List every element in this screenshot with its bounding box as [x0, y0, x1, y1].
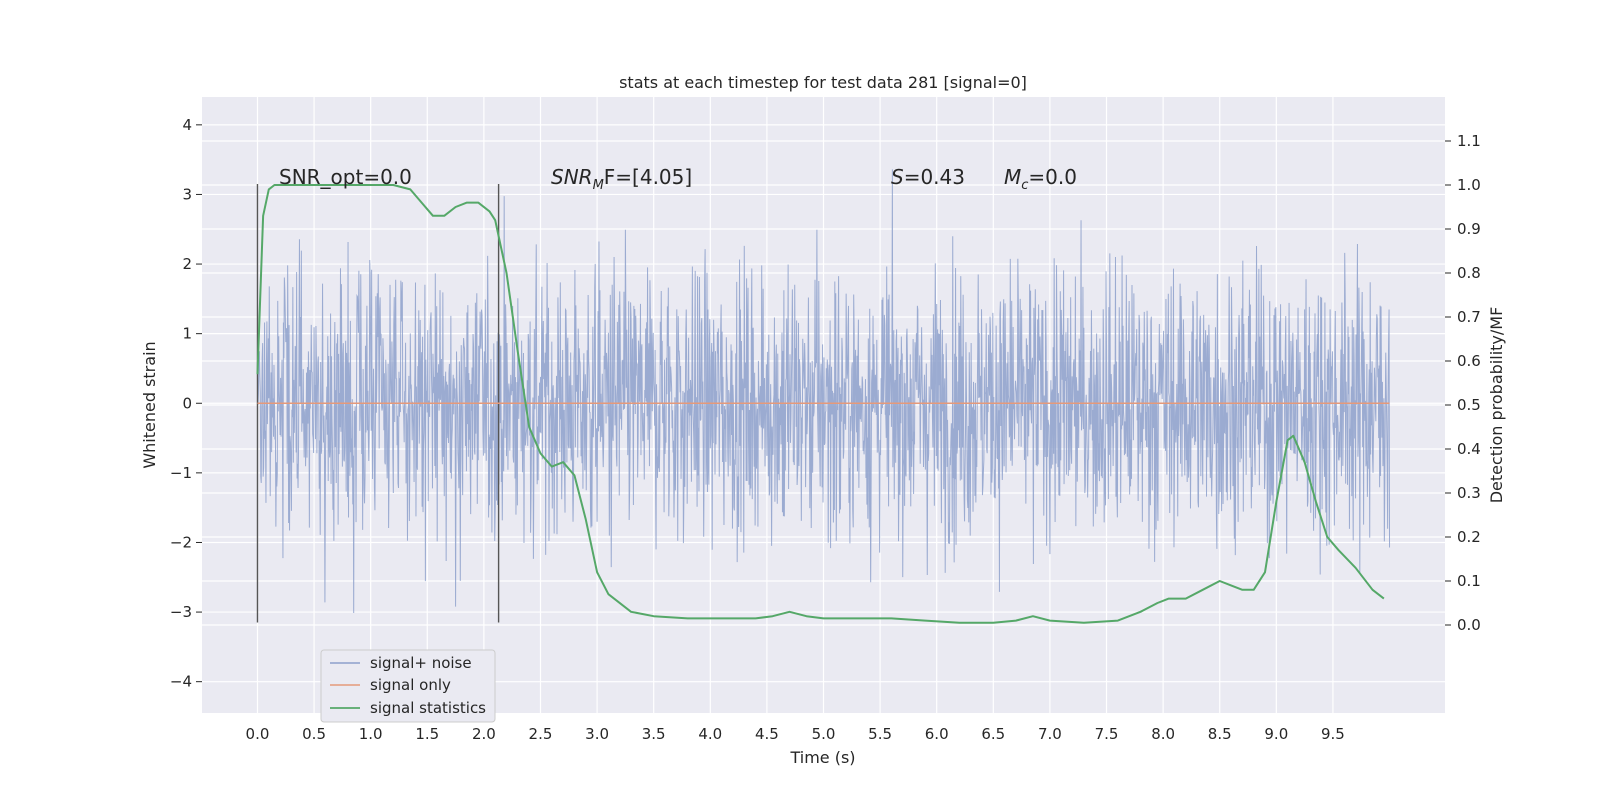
mc-annotation: Mc=0.0: [1004, 165, 1077, 193]
snr-mf-prefix: SNR: [551, 165, 593, 189]
y-tick-label-left: 1: [182, 325, 192, 343]
y-tick-label-right: 0.2: [1457, 528, 1481, 546]
y-tick-label-left: −3: [170, 603, 192, 621]
y-tick-label-left: 3: [182, 185, 192, 203]
x-tick-label: 2.5: [529, 725, 553, 743]
y-tick-label-left: 2: [182, 255, 192, 273]
x-tick-label: 9.0: [1264, 725, 1288, 743]
y-tick-label-right: 1.1: [1457, 132, 1481, 150]
x-tick-label: 1.0: [359, 725, 383, 743]
x-axis-ticks: 0.0 0.5 1.0 1.5 2.0 2.5 3.0 3.5 4.0 4.5 5.0 5.5 6.0 6…: [246, 725, 1345, 743]
y-tick-label-right: 0.0: [1457, 616, 1481, 634]
legend-label-stats: signal statistics: [370, 699, 486, 717]
signal-plus-noise-line: [256, 169, 1391, 614]
x-tick-label: 5.5: [868, 725, 892, 743]
legend: signal+ noise signal only signal statist…: [320, 649, 496, 723]
right-y-axis-label: Detection probability/MF: [1487, 307, 1506, 504]
snr-mf-subscript: M: [593, 178, 604, 193]
legend-label-signal: signal only: [370, 676, 451, 694]
x-tick-label: 2.0: [472, 725, 496, 743]
y-tick-label-left: 0: [182, 394, 192, 412]
x-tick-label: 6.0: [925, 725, 949, 743]
legend-box: [320, 649, 496, 723]
y-tick-label-right: 1.0: [1457, 176, 1481, 194]
s-value: =0.43: [904, 165, 965, 189]
mc-value: =0.0: [1028, 165, 1077, 189]
left-y-axis-label: Whitened strain: [140, 341, 159, 468]
x-tick-label: 6.5: [981, 725, 1005, 743]
y-tick-label-left: −1: [170, 464, 192, 482]
y-tick-label-left: −4: [170, 673, 192, 691]
signal-plus-noise-series: [256, 169, 1391, 614]
y-tick-label-right: 0.8: [1457, 264, 1481, 282]
mc-variable: M: [1004, 165, 1021, 189]
x-tick-label: 1.5: [415, 725, 439, 743]
x-tick-label: 5.0: [812, 725, 836, 743]
legend-label-noise: signal+ noise: [370, 654, 472, 672]
y-tick-label-right: 0.9: [1457, 220, 1481, 238]
y-tick-label-right: 0.4: [1457, 440, 1481, 458]
chart-title: stats at each timestep for test data 281…: [619, 73, 1027, 92]
x-tick-label: 4.5: [755, 725, 779, 743]
x-tick-label: 8.5: [1208, 725, 1232, 743]
x-tick-label: 4.0: [698, 725, 722, 743]
x-tick-label: 0.5: [302, 725, 326, 743]
s-annotation: S=0.43: [891, 165, 965, 189]
y-tick-label-right: 0.6: [1457, 352, 1481, 370]
y-tick-label-right: 0.1: [1457, 572, 1481, 590]
y-tick-label-right: 0.3: [1457, 484, 1481, 502]
signal-statistics-line: [256, 184, 1385, 624]
right-y-axis-ticks: 1.1 1.0 0.9 0.8 0.7 0.6 0.5 0.4 0.3 0.2 0.1 0.0: [1445, 132, 1481, 634]
snr-opt-annotation: SNR_opt=0.0: [279, 165, 412, 189]
x-tick-label: 3.5: [642, 725, 666, 743]
x-tick-label: 7.0: [1038, 725, 1062, 743]
x-tick-label: 8.0: [1151, 725, 1175, 743]
signal-statistics-series: [256, 184, 1385, 624]
x-tick-label: 7.5: [1095, 725, 1119, 743]
y-tick-label-right: 0.7: [1457, 308, 1481, 326]
snr-mf-suffix: F=[4.05]: [604, 165, 692, 189]
y-tick-label-right: 0.5: [1457, 396, 1481, 414]
x-tick-label: 3.0: [585, 725, 609, 743]
s-variable: S: [891, 165, 904, 189]
left-y-axis-ticks: 4 3 2 1 0 −1 −2 −3 −4: [170, 116, 202, 691]
y-tick-label-left: −2: [170, 533, 192, 551]
y-tick-label-left: 4: [182, 116, 192, 134]
x-axis-label: Time (s): [789, 748, 855, 767]
x-tick-label: 9.5: [1321, 725, 1345, 743]
x-tick-label: 0.0: [246, 725, 270, 743]
snr-mf-annotation: SNRMF=[4.05]: [551, 165, 692, 193]
mc-subscript: c: [1021, 178, 1028, 193]
